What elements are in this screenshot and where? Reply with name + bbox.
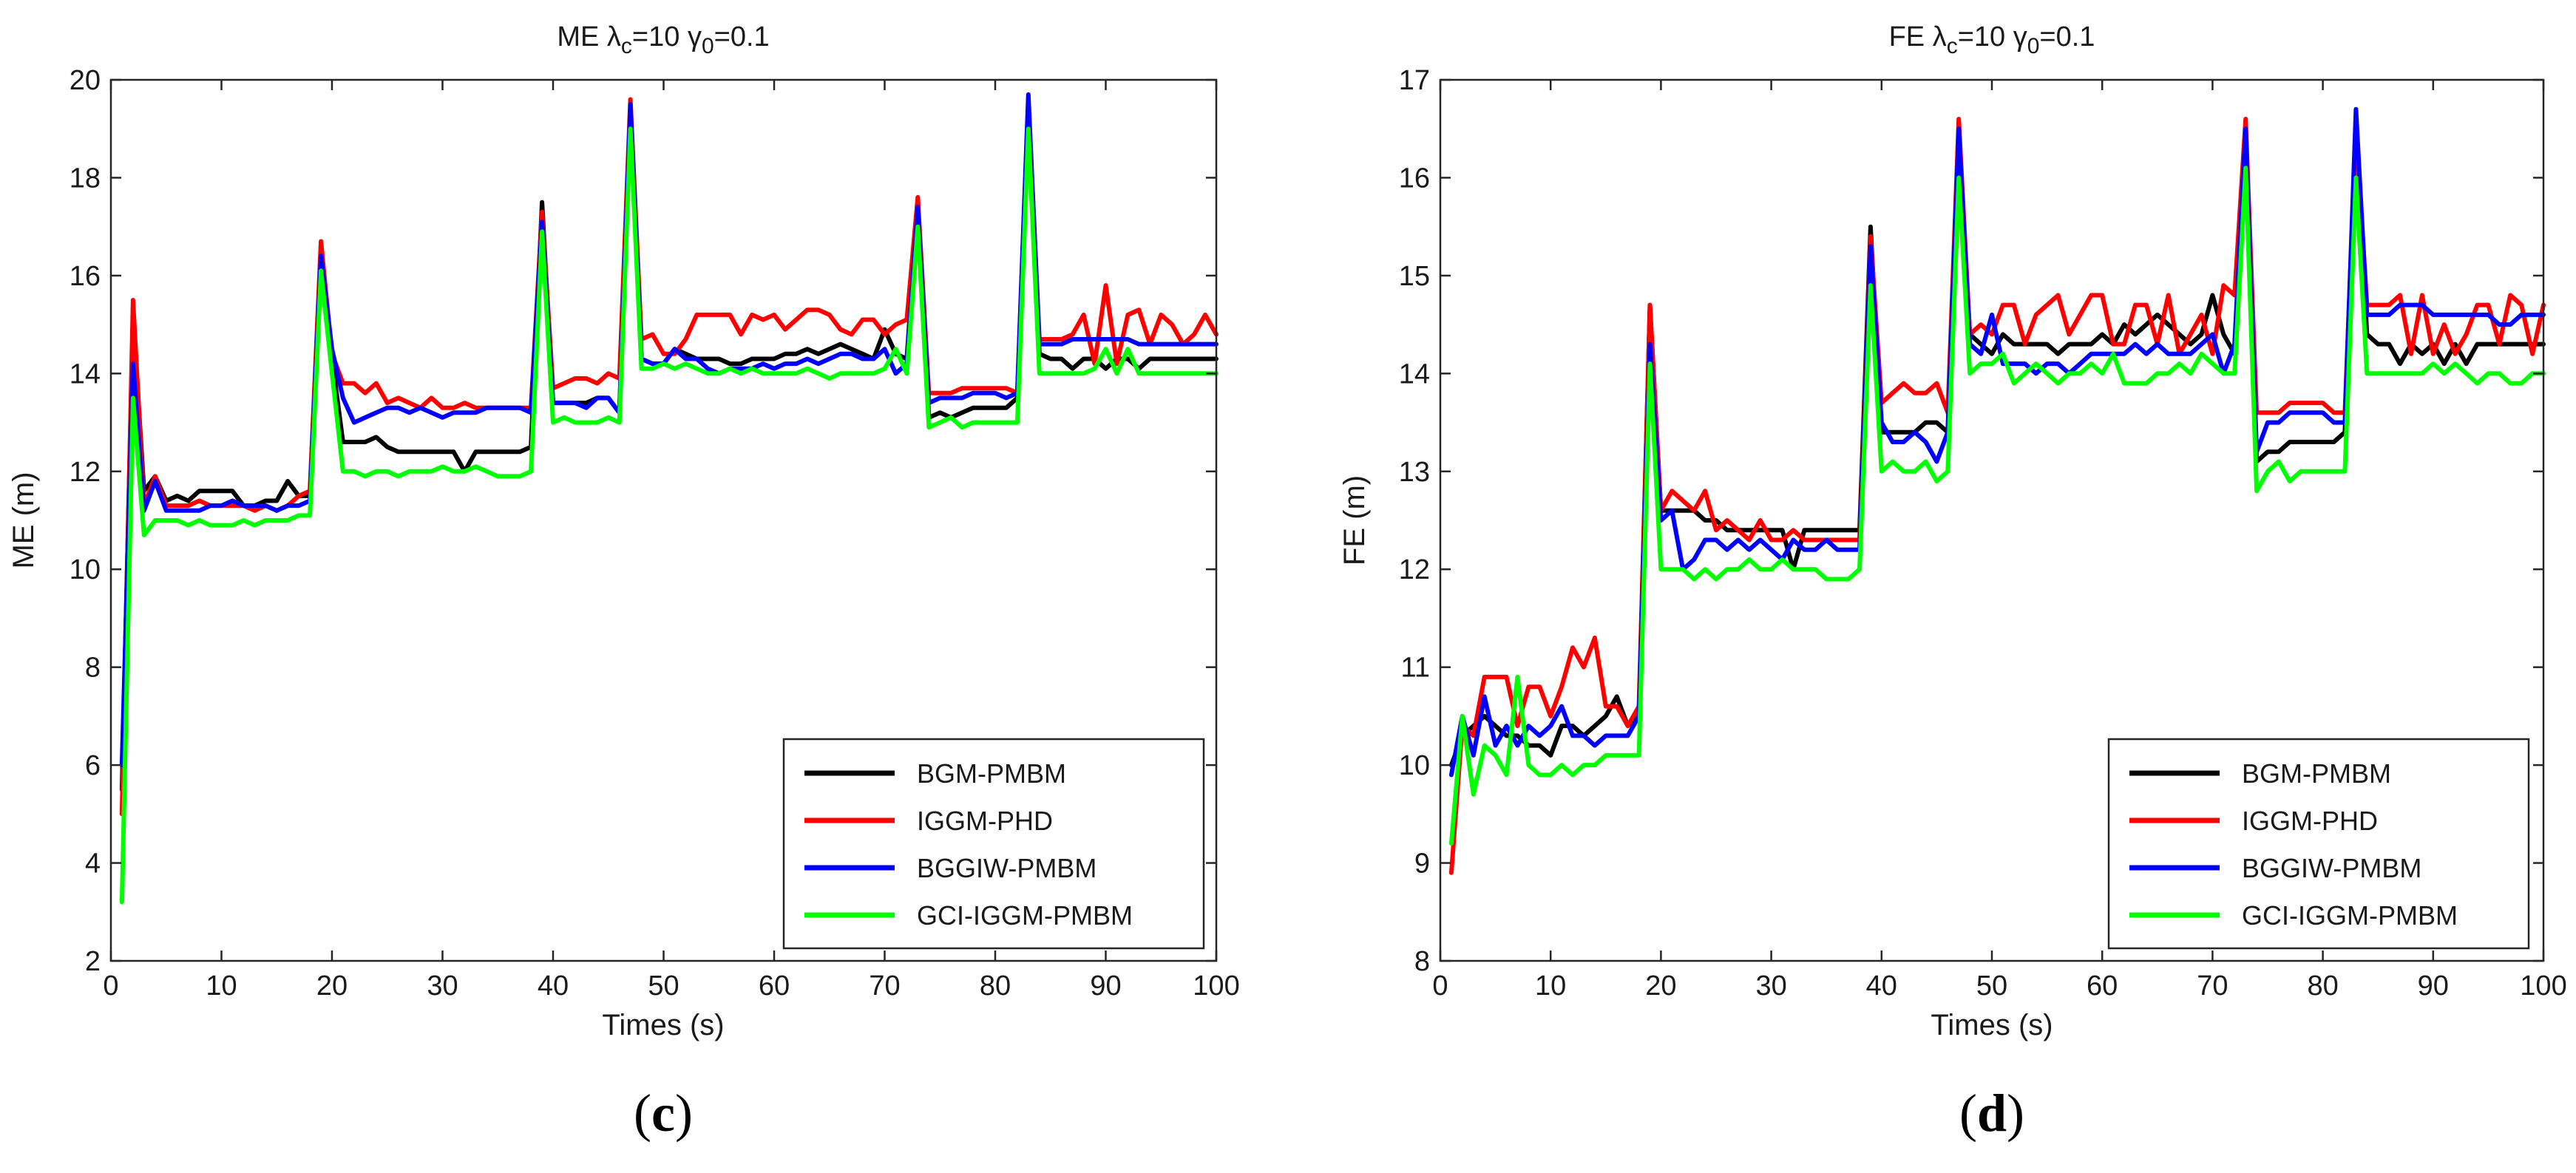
gamma-value: =0.1 xyxy=(2039,21,2095,52)
y-tick-label: 4 xyxy=(85,849,101,880)
x-tick-label: 40 xyxy=(538,970,569,1002)
legend-label-gci-iggm-pmbm: GCI-IGGM-PMBM xyxy=(2242,900,2458,931)
x-tick-label: 50 xyxy=(648,970,679,1002)
lambda-subscript: c xyxy=(621,34,632,58)
y-tick-label: 6 xyxy=(85,750,101,781)
legend: BGM-PMBM IGGM-PHD BGGIW-PMBM GCI-IGGM-PMBM xyxy=(2107,738,2530,950)
x-tick-label: 0 xyxy=(1432,970,1448,1002)
x-tick-label: 50 xyxy=(1976,970,2007,1002)
panel-label-open: ( xyxy=(1959,1084,1977,1143)
y-tick-label: 10 xyxy=(70,554,101,585)
x-tick-label: 30 xyxy=(1755,970,1786,1002)
panel-label-letter: d xyxy=(1977,1084,2007,1143)
y-tick-label: 20 xyxy=(70,65,101,96)
y-tick-label: 14 xyxy=(70,358,101,390)
x-axis-label: Times (s) xyxy=(1931,1009,2053,1041)
x-tick-label: 10 xyxy=(206,970,237,1002)
y-tick-label: 16 xyxy=(70,261,101,292)
chart-fe: 0 10 20 30 40 50 60 70 80 90 100 8 9 10 11 12 13 14 15 16 17… xyxy=(1338,21,2567,1143)
gamma-symbol: γ xyxy=(2013,21,2027,52)
panel-label-open: ( xyxy=(634,1084,651,1143)
y-tick-label: 9 xyxy=(1414,849,1430,880)
lambda-value: =10 xyxy=(1958,21,2013,52)
x-tick-label: 90 xyxy=(1090,970,1121,1002)
title-metric: FE xyxy=(1889,21,1933,52)
y-tick-label: 15 xyxy=(1399,261,1430,292)
y-tick-label: 12 xyxy=(70,457,101,488)
series-line-gci-iggm-pmbm xyxy=(119,126,1218,905)
chart-title: ME λc=10 γ0=0.1 xyxy=(557,21,769,58)
chart-title: FE λc=10 γ0=0.1 xyxy=(1889,21,2095,58)
legend: BGM-PMBM IGGM-PHD BGGIW-PMBM GCI-IGGM-PMBM xyxy=(782,738,1205,950)
x-tick-label: 90 xyxy=(2418,970,2449,1002)
x-tick-label: 20 xyxy=(1645,970,1676,1002)
gamma-symbol: γ xyxy=(688,21,702,52)
title-metric: ME xyxy=(557,21,607,52)
x-tick-label: 70 xyxy=(869,970,900,1002)
x-tick-label: 0 xyxy=(103,970,118,1002)
lambda-symbol: λ xyxy=(1933,21,1947,52)
panel-label-letter: c xyxy=(651,1084,675,1143)
y-tick-label: 16 xyxy=(1399,163,1430,194)
legend-label-gci-iggm-pmbm: GCI-IGGM-PMBM xyxy=(917,900,1133,931)
x-tick-label: 80 xyxy=(2307,970,2338,1002)
x-tick-label: 60 xyxy=(2087,970,2118,1002)
legend-label-bgm-pmbm: BGM-PMBM xyxy=(2242,758,2391,789)
legend-label-bggiw-pmbm: BGGIW-PMBM xyxy=(2242,853,2421,883)
x-tick-label: 20 xyxy=(316,970,348,1002)
y-tick-label: 14 xyxy=(1399,358,1430,390)
y-axis-label: ME (m) xyxy=(7,472,40,568)
chart-me: 0 10 20 30 40 50 60 70 80 90 100 2 4 6 8 10 12 14 16 18 20 Ti… xyxy=(7,21,1240,1143)
legend-label-iggm-phd: IGGM-PHD xyxy=(917,806,1053,836)
y-tick-label: 11 xyxy=(1401,653,1430,684)
legend-label-bggiw-pmbm: BGGIW-PMBM xyxy=(917,853,1097,883)
panel-label-close: ) xyxy=(2007,1084,2024,1143)
y-tick-label: 12 xyxy=(1399,554,1430,585)
lambda-subscript: c xyxy=(1947,34,1958,58)
x-tick-label: 10 xyxy=(1535,970,1566,1002)
panel-label: (d) xyxy=(1959,1084,2024,1143)
x-tick-label: 40 xyxy=(1866,970,1897,1002)
y-tick-label: 17 xyxy=(1399,65,1430,96)
y-tick-label: 13 xyxy=(1399,457,1430,488)
legend-label-bgm-pmbm: BGM-PMBM xyxy=(917,758,1066,789)
legend-label-iggm-phd: IGGM-PHD xyxy=(2242,806,2378,836)
y-tick-label: 2 xyxy=(85,946,101,977)
x-tick-label: 60 xyxy=(759,970,790,1002)
x-tick-label: 70 xyxy=(2197,970,2228,1002)
x-tick-label: 100 xyxy=(2520,970,2566,1002)
lambda-symbol: λ xyxy=(607,21,621,52)
gamma-subscript: 0 xyxy=(702,34,714,58)
x-tick-label: 80 xyxy=(980,970,1011,1002)
gamma-subscript: 0 xyxy=(2027,34,2040,58)
panel-label-close: ) xyxy=(675,1084,693,1143)
x-tick-label: 30 xyxy=(427,970,458,1002)
lambda-value: =10 xyxy=(632,21,688,52)
y-tick-label: 10 xyxy=(1399,750,1430,781)
y-tick-label: 8 xyxy=(85,653,101,684)
y-tick-label: 8 xyxy=(1414,946,1430,977)
gamma-value: =0.1 xyxy=(714,21,770,52)
y-axis-label: FE (m) xyxy=(1338,475,1371,565)
panel-label: (c) xyxy=(634,1084,693,1143)
x-axis-label: Times (s) xyxy=(602,1009,724,1041)
y-tick-label: 18 xyxy=(70,163,101,194)
series-line-bggiw-pmbm xyxy=(1448,106,2546,778)
x-tick-label: 100 xyxy=(1193,970,1239,1002)
series-line-gci-iggm-pmbm xyxy=(1448,166,2546,846)
